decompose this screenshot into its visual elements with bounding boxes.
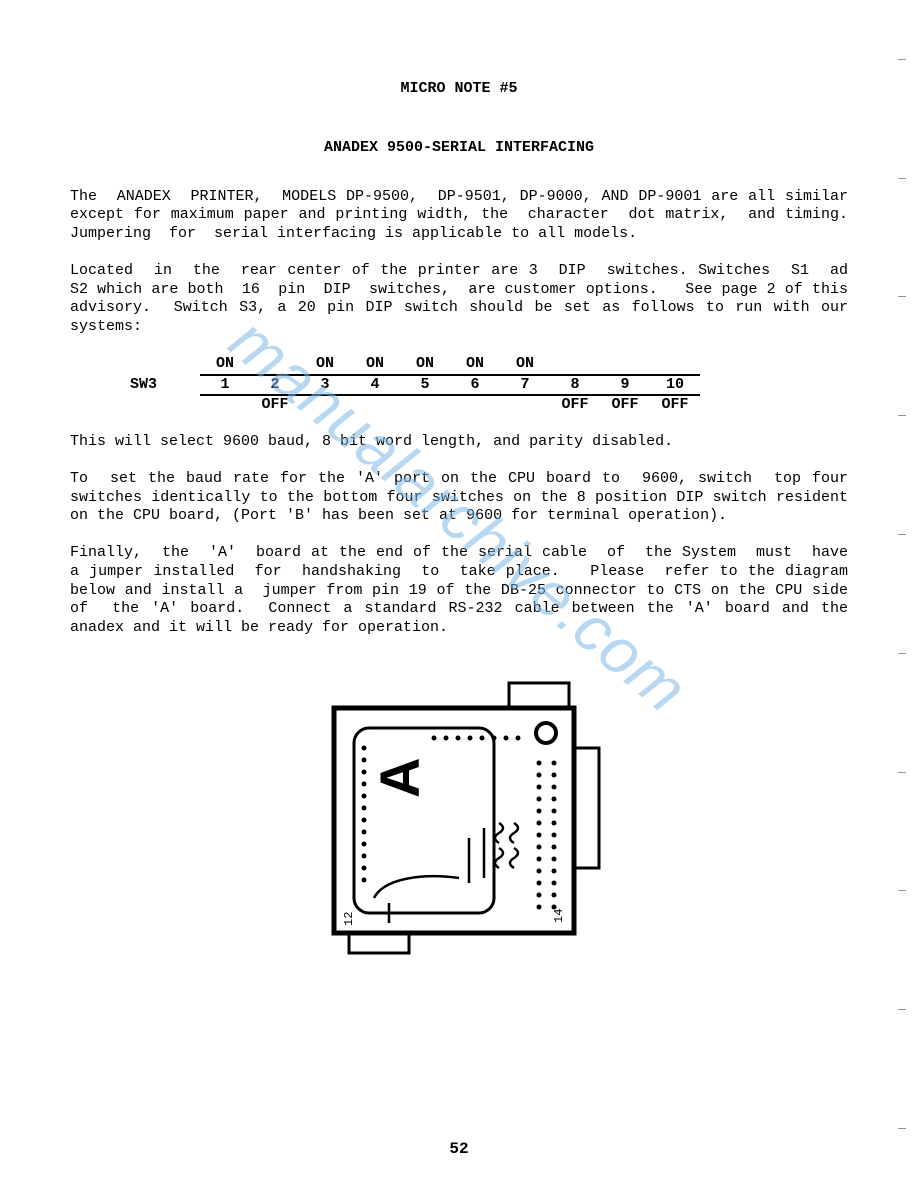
svg-text:12: 12 bbox=[342, 911, 356, 925]
svg-text:14: 14 bbox=[552, 908, 566, 922]
switch-top-cell bbox=[250, 355, 300, 374]
paragraph-4: To set the baud rate for the 'A' port on… bbox=[70, 470, 848, 526]
paragraph-1: The ANADEX PRINTER, MODELS DP-9500, DP-9… bbox=[70, 188, 848, 244]
paragraph-3: This will select 9600 baud, 8 bit word l… bbox=[70, 433, 848, 452]
switch-number-cell: 6 bbox=[450, 376, 500, 395]
document-page: MICRO NOTE #5 ANADEX 9500-SERIAL INTERFA… bbox=[0, 0, 918, 998]
switch-row-bottom: OFFOFFOFFOFF bbox=[130, 396, 848, 415]
switch-label: SW3 bbox=[130, 376, 200, 395]
switch-number-cell: 9 bbox=[600, 376, 650, 395]
doc-subtitle: ANADEX 9500-SERIAL INTERFACING bbox=[70, 139, 848, 158]
switch-number-cell: 2 bbox=[250, 376, 300, 395]
page-number: 52 bbox=[0, 1140, 918, 1158]
switch-number-cell: 1 bbox=[200, 376, 250, 395]
svg-text:A: A bbox=[368, 757, 431, 797]
switch-bottom-cell: OFF bbox=[250, 396, 300, 415]
switch-bottom-cell: OFF bbox=[600, 396, 650, 415]
switch-top-cell bbox=[600, 355, 650, 374]
switch-top-cell bbox=[650, 355, 700, 374]
switch-bottom-cell: OFF bbox=[650, 396, 700, 415]
switch-top-cell: ON bbox=[450, 355, 500, 374]
switch-row-numbers: SW3 12345678910 bbox=[130, 374, 848, 397]
switch-row-top: ONONONONONON bbox=[130, 355, 848, 374]
switch-number-cell: 5 bbox=[400, 376, 450, 395]
switch-bottom-cell: OFF bbox=[550, 396, 600, 415]
switch-bottom-cell bbox=[450, 396, 500, 415]
switch-top-cell: ON bbox=[300, 355, 350, 374]
switch-number-cell: 4 bbox=[350, 376, 400, 395]
switch-top-cell: ON bbox=[200, 355, 250, 374]
switch-number-cell: 3 bbox=[300, 376, 350, 395]
switch-top-cell: ON bbox=[500, 355, 550, 374]
paragraph-5: Finally, the 'A' board at the end of the… bbox=[70, 544, 848, 638]
switch-bottom-cell bbox=[400, 396, 450, 415]
switch-bottom-cell bbox=[500, 396, 550, 415]
circuit-board-diagram: A bbox=[314, 678, 604, 958]
switch-top-cell: ON bbox=[350, 355, 400, 374]
switch-bottom-cell bbox=[300, 396, 350, 415]
switch-bottom-cell bbox=[350, 396, 400, 415]
doc-title: MICRO NOTE #5 bbox=[70, 80, 848, 99]
switch-number-cell: 8 bbox=[550, 376, 600, 395]
switch-table: ONONONONONON SW3 12345678910 OFFOFFOFFOF… bbox=[130, 355, 848, 415]
switch-number-cell: 7 bbox=[500, 376, 550, 395]
switch-top-cell bbox=[550, 355, 600, 374]
switch-number-cell: 10 bbox=[650, 376, 700, 395]
switch-top-cell: ON bbox=[400, 355, 450, 374]
switch-bottom-cell bbox=[200, 396, 250, 415]
paragraph-2: Located in the rear center of the printe… bbox=[70, 262, 848, 337]
